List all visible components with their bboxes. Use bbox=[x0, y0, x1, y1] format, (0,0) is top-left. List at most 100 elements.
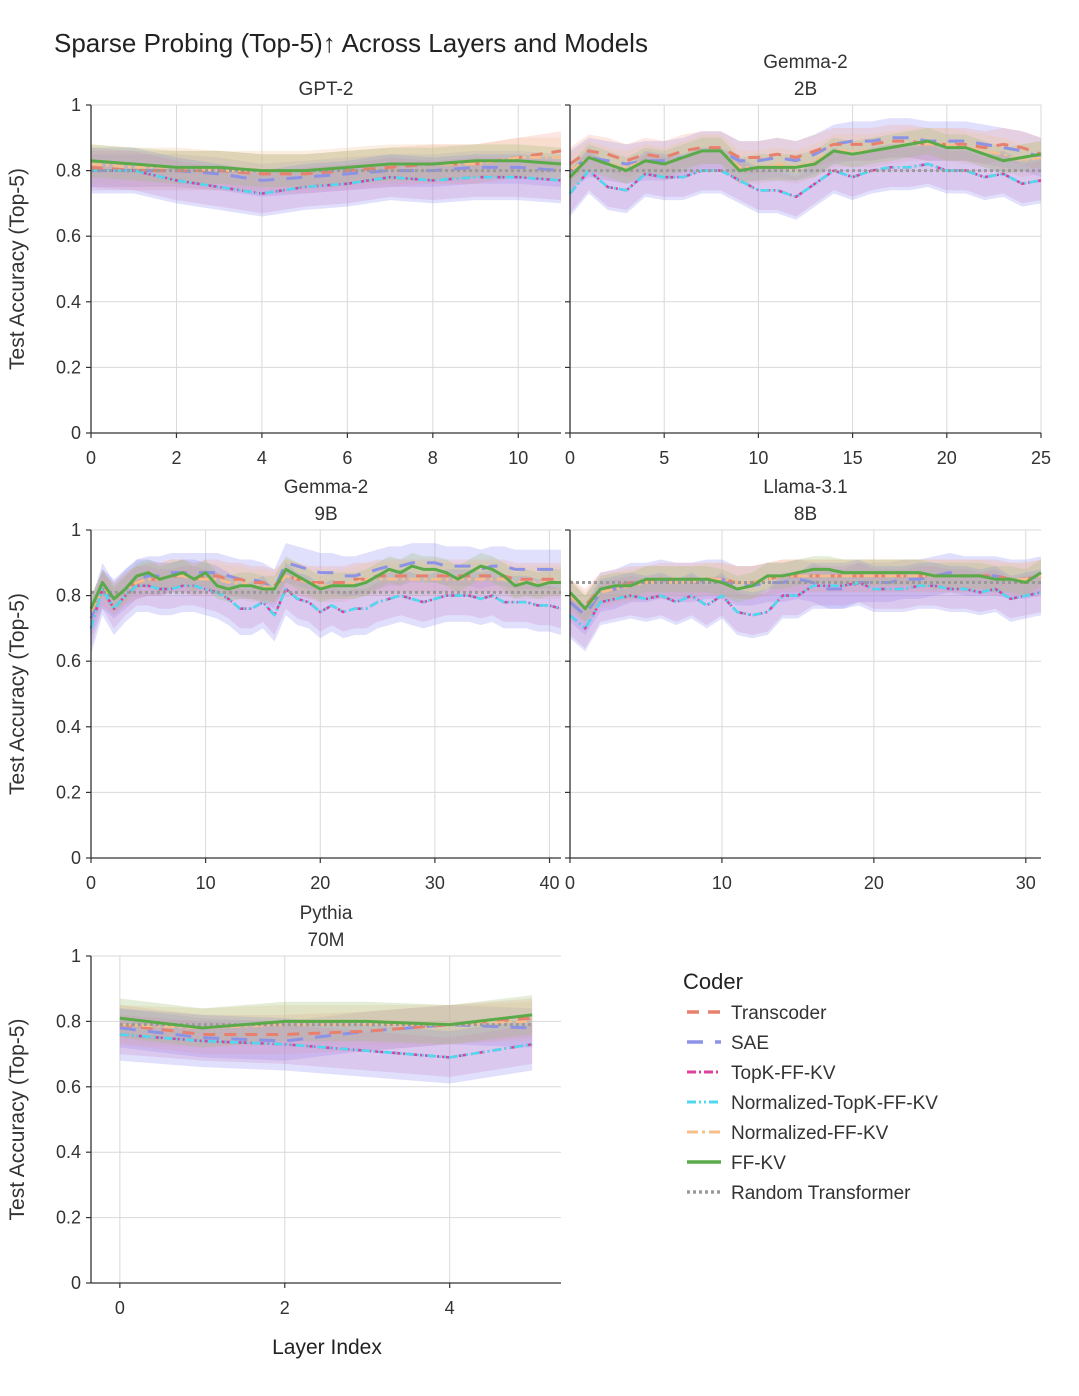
x-tick-label: 0 bbox=[86, 448, 96, 468]
figure-title: Sparse Probing (Top-5)↑ Across Layers an… bbox=[54, 28, 648, 58]
y-tick-label: 1 bbox=[71, 520, 81, 540]
y-tick-label: 0.4 bbox=[56, 1142, 81, 1162]
legend-label-ff-kv: FF-KV bbox=[731, 1153, 786, 1174]
line-sae bbox=[569, 136, 1042, 172]
line-ff-kv bbox=[89, 564, 561, 610]
panel-title: Gemma-2 bbox=[284, 477, 368, 498]
x-tick-label: 20 bbox=[310, 873, 330, 893]
legend: Coder Transcoder SAE TopK-FF-KV Normalized-… bbox=[683, 969, 938, 1204]
x-tick-label: 10 bbox=[196, 873, 216, 893]
x-tick-label: 30 bbox=[425, 873, 445, 893]
y-tick-label: 1 bbox=[71, 946, 81, 966]
line-transcoder bbox=[569, 139, 1042, 166]
line-ff-kv bbox=[568, 139, 1042, 179]
y-tick-label: 0.8 bbox=[56, 161, 81, 181]
line-transcoder bbox=[89, 574, 561, 613]
y-tick-label: 0.8 bbox=[56, 586, 81, 606]
y-tick-label: 0 bbox=[71, 1273, 81, 1293]
x-tick-label: 10 bbox=[712, 873, 732, 893]
band-topk-ff-kv bbox=[119, 1014, 533, 1077]
x-tick-label: 2 bbox=[171, 448, 181, 468]
x-tick-label: 30 bbox=[1016, 873, 1036, 893]
x-tick-label: 0 bbox=[565, 873, 575, 893]
line-normalized-topk-ff-kv bbox=[119, 1033, 533, 1059]
x-tick-label: 25 bbox=[1031, 448, 1051, 468]
x-tick-label: 5 bbox=[659, 448, 669, 468]
line-sae bbox=[91, 165, 562, 182]
y-tick-label: 0.2 bbox=[56, 1208, 81, 1228]
line-topk-ff-kv bbox=[91, 169, 562, 195]
y-tick-label: 0.6 bbox=[56, 651, 81, 671]
panel-5: 0 2 4 0 0.2 0.4 0.6 0.8 1 Test Accuracy (Top-5) Py… bbox=[6, 903, 561, 1318]
panel-4: 0 10 20 30 Llama-3.1 8B bbox=[565, 477, 1042, 893]
x-tick-label: 40 bbox=[540, 873, 560, 893]
band-transcoder bbox=[91, 131, 561, 194]
x-tick-label: 10 bbox=[508, 448, 528, 468]
band-normalized-topk-ff-kv bbox=[570, 559, 1041, 652]
y-tick-label: 0.2 bbox=[56, 782, 81, 802]
line-ff-kv bbox=[90, 159, 562, 173]
line-normalized-topk-ff-kv bbox=[89, 584, 562, 629]
y-tick-label: 0.6 bbox=[56, 1077, 81, 1097]
y-axis-label: Test Accuracy (Top-5) bbox=[6, 168, 29, 370]
x-tick-label: 10 bbox=[748, 448, 768, 468]
legend-label-normalized-topk-ff-kv: Normalized-TopK-FF-KV bbox=[731, 1093, 938, 1114]
y-tick-label: 0.4 bbox=[56, 292, 81, 312]
panel-1: 0 2 4 6 8 10 0 0.2 0.4 0.6 0.8 1 Test Accuracy (Top-… bbox=[6, 79, 562, 468]
y-tick-label: 1 bbox=[71, 95, 81, 115]
band-sae bbox=[119, 1005, 533, 1061]
legend-label-normalized-ff-kv: Normalized-FF-KV bbox=[731, 1123, 889, 1144]
y-axis-label: Test Accuracy (Top-5) bbox=[6, 1019, 29, 1221]
x-tick-label: 15 bbox=[843, 448, 863, 468]
y-tick-label: 0 bbox=[71, 423, 81, 443]
panel-title: GPT-2 bbox=[299, 79, 354, 100]
y-tick-label: 0.4 bbox=[56, 717, 81, 737]
legend-label-transcoder: Transcoder bbox=[731, 1003, 827, 1024]
panel-title: 2B bbox=[794, 79, 817, 100]
legend-label-random transformer: Random Transformer bbox=[731, 1183, 911, 1204]
y-tick-label: 0 bbox=[71, 848, 81, 868]
line-normalized-topk-ff-kv bbox=[569, 581, 1042, 630]
line-normalized-topk-ff-kv bbox=[91, 169, 562, 195]
y-tick-label: 0.6 bbox=[56, 226, 81, 246]
panel-title: 9B bbox=[314, 504, 337, 525]
x-tick-label: 8 bbox=[428, 448, 438, 468]
band-transcoder bbox=[570, 124, 1041, 181]
legend-label-sae: SAE bbox=[731, 1033, 769, 1054]
panel-title: Gemma-2 bbox=[763, 52, 847, 73]
y-axis-label: Test Accuracy (Top-5) bbox=[6, 593, 29, 795]
panel-2: 0 5 10 15 20 25 Gemma-2 2B bbox=[565, 52, 1051, 468]
y-tick-label: 0.2 bbox=[56, 357, 81, 377]
panel-title: 8B bbox=[794, 504, 817, 525]
legend-title: Coder bbox=[683, 969, 743, 994]
legend-label-topk-ff-kv: TopK-FF-KV bbox=[731, 1063, 836, 1084]
band-transcoder bbox=[119, 998, 533, 1055]
x-tick-label: 0 bbox=[565, 448, 575, 468]
line-ff-kv bbox=[568, 567, 1042, 611]
x-tick-label: 4 bbox=[445, 1298, 455, 1318]
line-transcoder bbox=[90, 149, 562, 176]
band-sae bbox=[570, 118, 1041, 191]
panel-title: Pythia bbox=[300, 903, 353, 924]
band-normalized-ff-kv bbox=[91, 137, 561, 191]
x-tick-label: 20 bbox=[864, 873, 884, 893]
x-tick-label: 0 bbox=[115, 1298, 125, 1318]
band-normalized-topk-ff-kv bbox=[91, 559, 561, 655]
panel-title: 70M bbox=[308, 930, 345, 951]
y-tick-label: 0.8 bbox=[56, 1011, 81, 1031]
band-topk-ff-kv bbox=[570, 144, 1041, 217]
line-normalized-ff-kv bbox=[89, 574, 561, 613]
line-ff-kv bbox=[119, 1013, 533, 1030]
x-tick-label: 6 bbox=[342, 448, 352, 468]
x-tick-label: 4 bbox=[257, 448, 267, 468]
band-ff-kv bbox=[91, 144, 561, 187]
x-tick-label: 20 bbox=[937, 448, 957, 468]
panel-title: Llama-3.1 bbox=[763, 477, 848, 498]
band-topk-ff-kv bbox=[570, 562, 1041, 649]
band-topk-ff-kv bbox=[91, 566, 561, 649]
panel-3: 0 10 20 30 40 0 0.2 0.4 0.6 0.8 1 Test Accuracy (To… bbox=[6, 477, 562, 893]
x-tick-label: 0 bbox=[86, 873, 96, 893]
x-tick-label: 2 bbox=[280, 1298, 290, 1318]
